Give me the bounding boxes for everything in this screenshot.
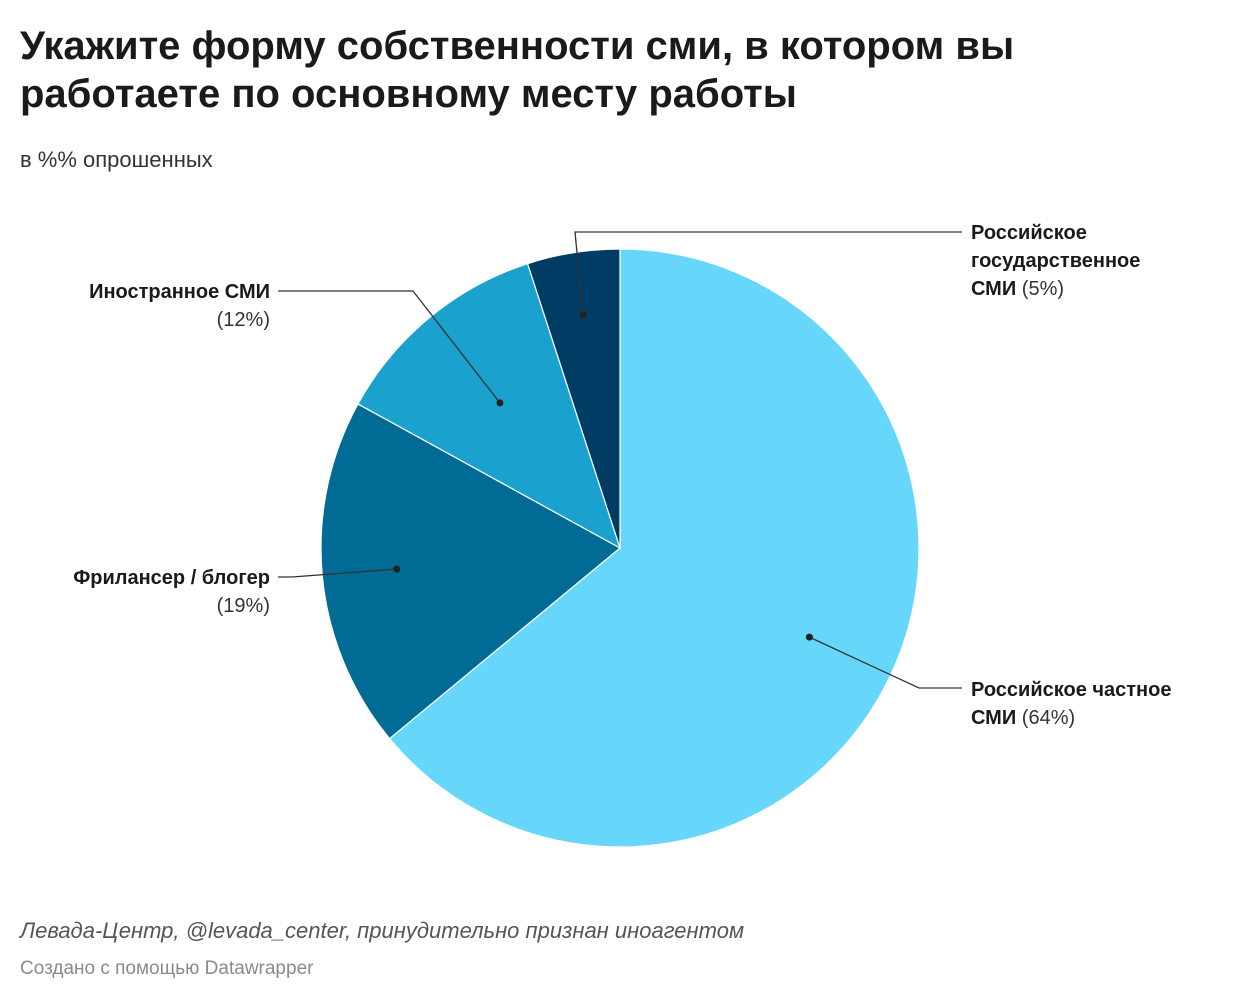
slice-label-state-name: Российское государственное СМИ (971, 222, 1141, 300)
slice-label-state-value: (5%) (1021, 278, 1065, 300)
slice-label-foreign-name: Иностранное СМИ (89, 281, 270, 303)
credit-link[interactable]: Создано с помощью Datawrapper (20, 958, 314, 979)
pie-slice-state (526, 248, 621, 549)
leader-dot-foreign (496, 399, 504, 407)
leader-dot-freelancer (393, 565, 401, 573)
chart-title: Укажите форму собственности сми, в котор… (20, 24, 1015, 116)
slice-label-state: Российское государственное СМИ (5%) (971, 219, 1186, 303)
leader-dot-private (805, 633, 813, 641)
slice-label-private-name: Российское частное СМИ (971, 679, 1172, 729)
slice-label-foreign: Иностранное СМИ (12%) (20, 278, 270, 334)
chart-subtitle: в %% опрошенных (20, 147, 213, 172)
leader-line-freelancer (278, 568, 397, 578)
pie-slice-foreign (357, 262, 622, 550)
leader-lines (278, 231, 962, 689)
pie-slices (320, 248, 920, 848)
pie-chart (278, 231, 962, 848)
leader-dot-state (579, 311, 587, 319)
leader-line-state (574, 231, 962, 315)
slice-label-foreign-value: (12%) (216, 309, 270, 331)
slice-label-freelancer-value: (19%) (216, 595, 270, 617)
slice-label-freelancer-name: Фрилансер / блогер (73, 567, 270, 589)
source-note: Левада-Центр, @levada_center, принудител… (20, 918, 745, 943)
slice-label-freelancer: Фрилансер / блогер (19%) (20, 564, 270, 620)
slice-label-private: Российское частное СМИ (64%) (971, 676, 1221, 732)
pie-slice-freelancer (320, 403, 622, 740)
leader-line-foreign (278, 290, 501, 404)
leader-line-private (809, 636, 962, 689)
slice-label-private-value: (64%) (1021, 707, 1076, 729)
